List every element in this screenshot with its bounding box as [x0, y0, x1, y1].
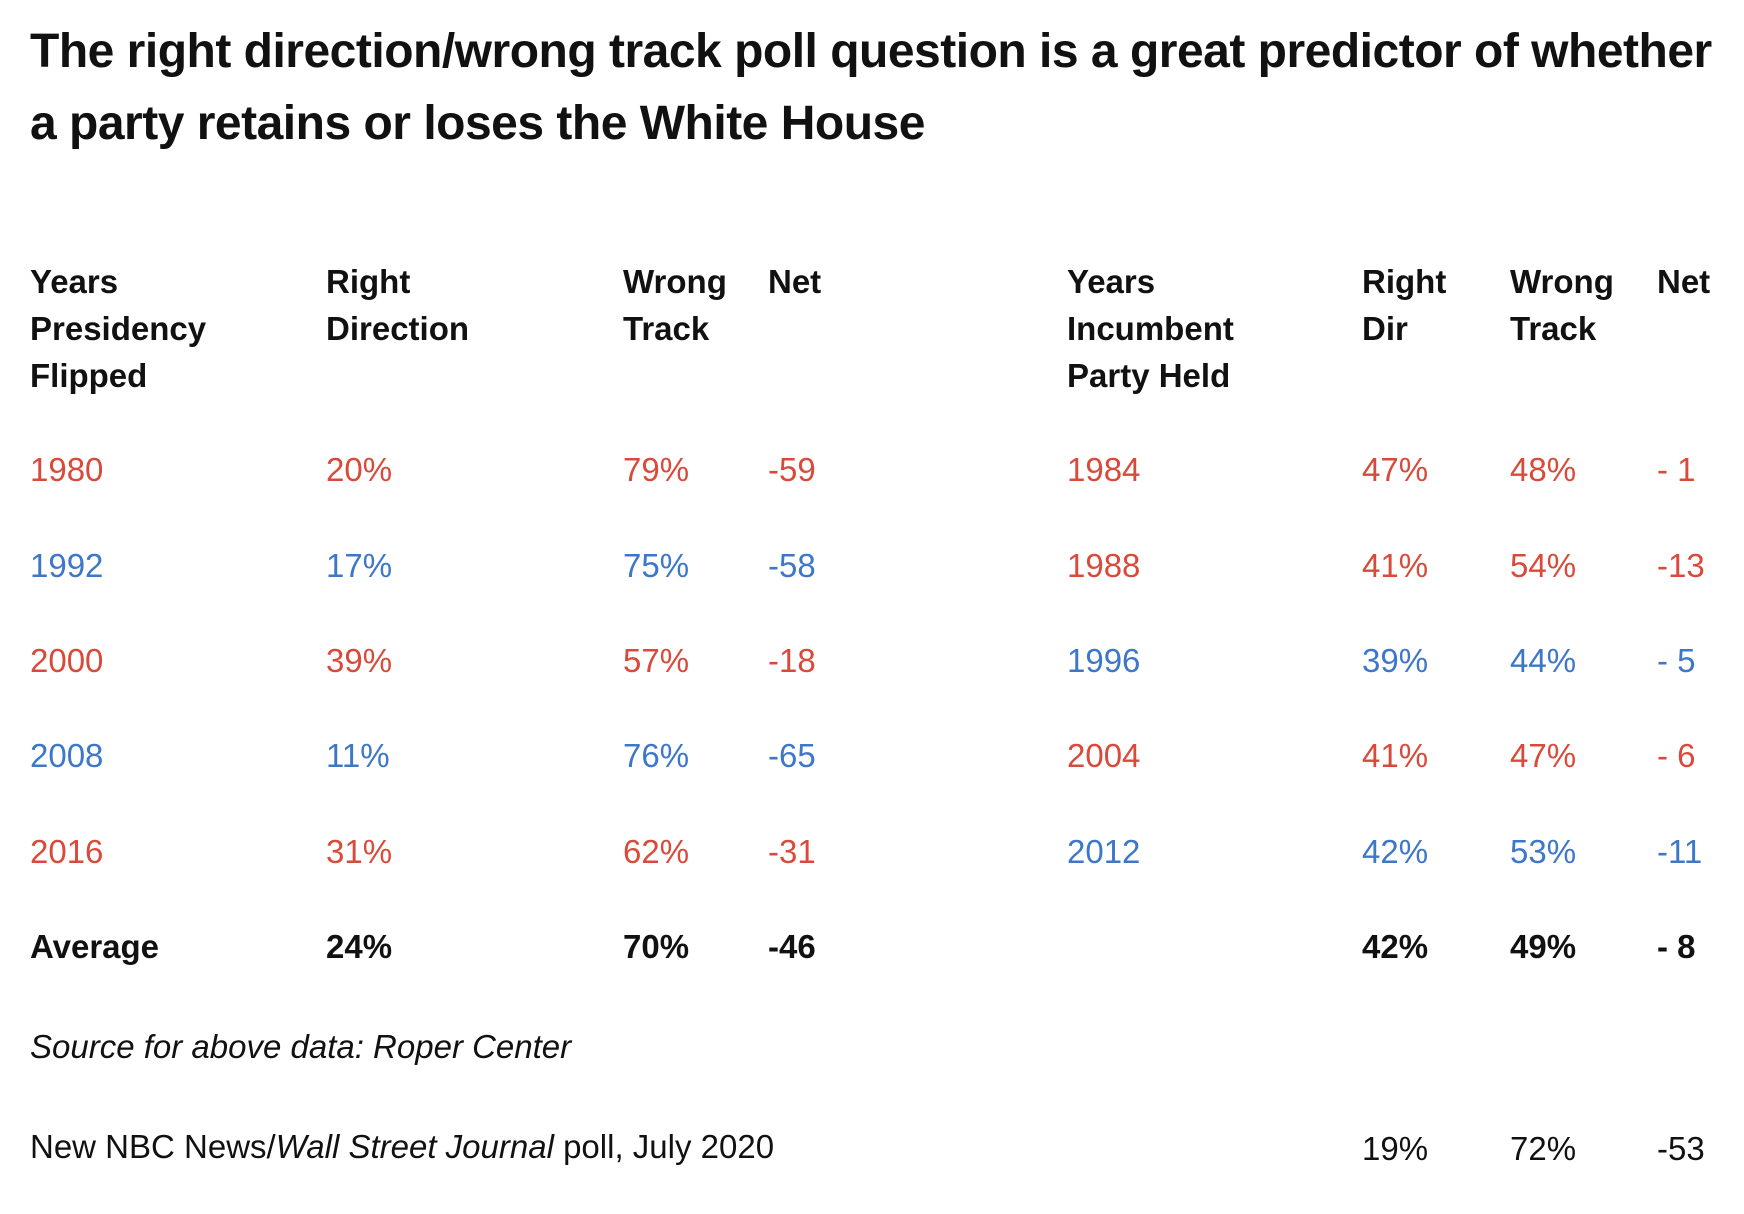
average-right: 24% [326, 928, 393, 965]
header-line: Wrong [623, 263, 727, 300]
header-line: Track [1510, 310, 1597, 347]
cell-right: 31% [326, 833, 393, 870]
cell-right: 42% [1362, 833, 1429, 870]
cell-wrong: 47% [1510, 737, 1577, 774]
average-wrong: 70% [623, 928, 690, 965]
average-net: - 8 [1657, 928, 1696, 965]
cell-year: 1996 [1067, 642, 1141, 679]
cell-net: -11 [1657, 833, 1703, 870]
nbc-prefix: New NBC News/ [30, 1128, 276, 1165]
cell-wrong: 53% [1510, 833, 1577, 870]
cell-wrong: 48% [1510, 451, 1577, 488]
header-line: Years [30, 263, 119, 300]
nbc-right: 19% [1362, 1130, 1429, 1167]
header-line: Dir [1362, 310, 1408, 347]
cell-net: - 1 [1657, 451, 1696, 488]
average-right: 42% [1362, 928, 1429, 965]
header-line: Right [1362, 263, 1447, 300]
cell-wrong: 57% [623, 642, 690, 679]
cell-right: 47% [1362, 451, 1429, 488]
cell-net: - 6 [1657, 737, 1696, 774]
cell-wrong: 54% [1510, 547, 1577, 584]
cell-right: 17% [326, 547, 393, 584]
header-line: Party Held [1067, 357, 1231, 394]
cell-year: 2004 [1067, 737, 1141, 774]
cell-year: 2000 [30, 642, 104, 679]
cell-year: 2016 [30, 833, 104, 870]
nbc-wrong: 72% [1510, 1130, 1577, 1167]
nbc-net: -53 [1657, 1130, 1705, 1167]
header-line: Direction [326, 310, 470, 347]
cell-right: 11% [326, 737, 390, 774]
cell-net: -59 [768, 451, 816, 488]
average-wrong: 49% [1510, 928, 1577, 965]
cell-year: 1980 [30, 451, 104, 488]
cell-right: 20% [326, 451, 393, 488]
header-line: Net [768, 263, 822, 300]
cell-year: 2012 [1067, 833, 1141, 870]
cell-wrong: 62% [623, 833, 690, 870]
cell-wrong: 44% [1510, 642, 1577, 679]
cell-right: 41% [1362, 547, 1429, 584]
header-year: Years Incumbent Party Held [1067, 258, 1234, 399]
cell-right: 39% [1362, 642, 1429, 679]
header-wrong: Wrong Track [1510, 258, 1614, 352]
header-net: Net [1657, 258, 1710, 305]
cell-net: -65 [768, 737, 816, 774]
cell-wrong: 75% [623, 547, 690, 584]
cell-right: 41% [1362, 737, 1429, 774]
header-line: Flipped [30, 357, 148, 394]
header-line: Years [1067, 263, 1156, 300]
nbc-journal: Wall Street Journal [275, 1128, 554, 1165]
source-note: Source for above data: Roper Center [30, 1028, 572, 1065]
header-right: Right Dir [1362, 258, 1446, 352]
chart-title: The right direction/wrong track poll que… [30, 25, 1712, 150]
nbc-poll-label: New NBC News/Wall Street Journal poll, J… [30, 1128, 774, 1166]
header-line: Net [1657, 263, 1711, 300]
cell-year: 2008 [30, 737, 104, 774]
cell-wrong: 76% [623, 737, 690, 774]
nbc-suffix: poll, July 2020 [553, 1128, 775, 1165]
header-wrong: Wrong Track [623, 258, 727, 352]
cell-year: 1992 [30, 547, 104, 584]
header-line: Track [623, 310, 710, 347]
cell-year: 1984 [1067, 451, 1141, 488]
average-label: Average [30, 928, 160, 965]
header-line: Wrong [1510, 263, 1614, 300]
cell-net: - 5 [1657, 642, 1696, 679]
header-line: Right [326, 263, 411, 300]
cell-wrong: 79% [623, 451, 690, 488]
cell-net: -31 [768, 833, 816, 870]
cell-right: 39% [326, 642, 393, 679]
cell-year: 1988 [1067, 547, 1141, 584]
header-line: Presidency [30, 310, 207, 347]
header-line: Incumbent [1067, 310, 1234, 347]
header-right: Right Direction [326, 258, 469, 352]
average-net: -46 [768, 928, 816, 965]
cell-net: -58 [768, 547, 816, 584]
cell-net: -13 [1657, 547, 1705, 584]
header-year: Years Presidency Flipped [30, 258, 206, 399]
cell-net: -18 [768, 642, 816, 679]
header-net: Net [768, 258, 821, 305]
